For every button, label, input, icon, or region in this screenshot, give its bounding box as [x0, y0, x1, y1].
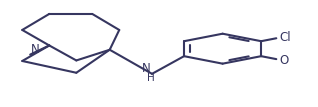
Text: H: H [148, 73, 155, 83]
Text: N: N [31, 42, 40, 56]
Text: O: O [280, 54, 289, 67]
Text: Cl: Cl [280, 31, 291, 44]
Text: N: N [142, 62, 151, 75]
